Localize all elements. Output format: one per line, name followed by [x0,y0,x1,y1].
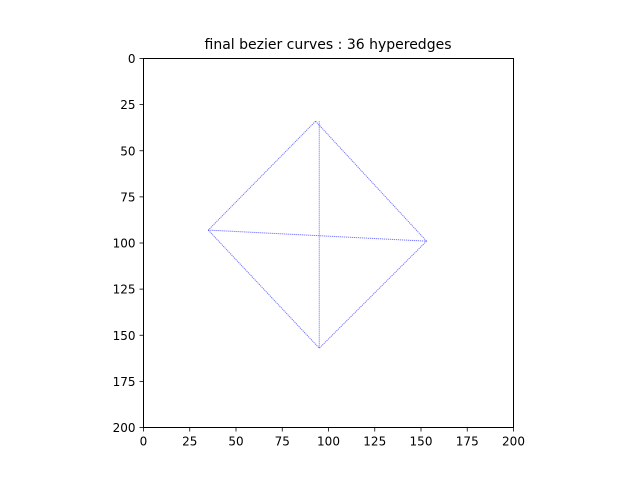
y-tick-label: 0 [128,52,136,66]
hyperedge-curve-4 [318,240,427,349]
y-tick-label: 200 [113,421,136,435]
y-tick-label: 150 [113,329,136,343]
x-tick-label: 200 [502,435,525,449]
x-tick-label: 75 [275,435,290,449]
plot-frame [143,58,514,428]
y-tick-label: 125 [113,283,136,297]
x-tick-label: 50 [228,435,243,449]
y-tick-label: 50 [120,144,135,158]
x-tick-label: 100 [317,435,340,449]
hyperedge-curve-6 [208,229,427,242]
y-tick-label: 100 [113,237,136,251]
hyperedge-curve-3 [207,229,320,349]
x-tick-label: 25 [182,435,197,449]
hyperedge-curve-2 [315,120,427,242]
y-tick-label: 75 [120,190,135,204]
x-tick-label: 150 [410,435,433,449]
x-tick-label: 125 [363,435,386,449]
x-tick-label: 0 [140,435,148,449]
x-tick-label: 175 [456,435,479,449]
y-axis: 0 25 50 75 100 125 150 175 200 [113,52,144,435]
y-tick-label: 25 [120,98,135,112]
chart-title: final bezier curves : 36 hyperedges [205,37,452,53]
curves-layer [207,120,427,349]
y-tick-label: 175 [113,375,136,389]
x-axis: 0 25 50 75 100 125 150 175 200 [140,427,525,449]
hyperedge-curve-1 [207,120,316,231]
